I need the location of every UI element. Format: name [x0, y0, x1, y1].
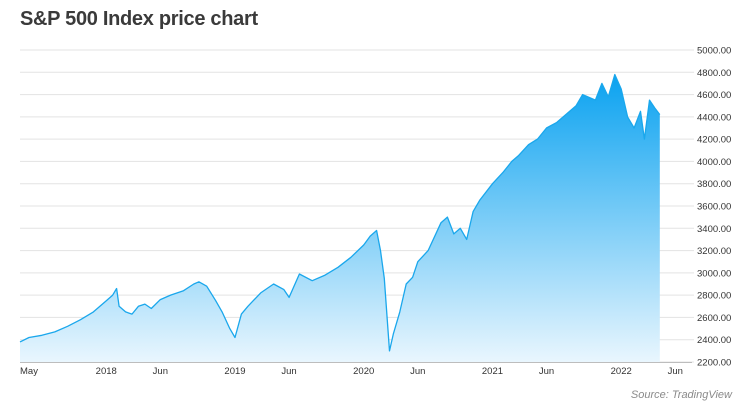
y-tick-label: 3200.00	[697, 246, 731, 257]
source-note: Source: TradingView	[630, 389, 732, 401]
x-tick-label: 2019	[224, 366, 245, 377]
y-tick-label: 2400.00	[697, 335, 731, 346]
y-tick-label: 2600.00	[697, 313, 731, 324]
y-tick-label: 2200.00	[697, 358, 731, 369]
y-tick-label: 3600.00	[697, 202, 731, 213]
y-tick-label: 4200.00	[697, 135, 731, 146]
x-tick-label: Jun	[410, 366, 425, 377]
x-axis: May 2018 Jun 2019 Jun 2020 Jun 2021 Jun 2022 Jun	[20, 362, 692, 377]
x-tick-label: Jun	[153, 366, 168, 377]
area-fill	[20, 74, 660, 362]
y-tick-label: 3400.00	[697, 224, 731, 235]
y-tick-label: 4000.00	[697, 157, 731, 168]
y-tick-label: 3800.00	[697, 179, 731, 190]
x-tick-label: 2021	[482, 366, 503, 377]
y-tick-label: 4400.00	[697, 112, 731, 123]
x-tick-label: Jun	[668, 366, 683, 377]
x-tick-label: 2020	[353, 366, 374, 377]
chart-title: S&P 500 Index price chart	[20, 8, 258, 30]
area-series	[19, 73, 661, 362]
x-tick-label: Jun	[281, 366, 296, 377]
y-tick-label: 2800.00	[697, 291, 731, 302]
x-tick-label: 2018	[96, 366, 117, 377]
y-axis: 2200.00 2400.00 2600.00 2800.00 3000.00 3200.…	[697, 46, 731, 369]
x-tick-label: Jun	[539, 366, 554, 377]
y-tick-label: 3000.00	[697, 268, 731, 279]
x-tick-label: May	[20, 366, 38, 377]
y-tick-label: 4800.00	[697, 68, 731, 79]
y-tick-label: 5000.00	[697, 46, 731, 57]
y-tick-label: 4600.00	[697, 90, 731, 101]
x-tick-label: 2022	[611, 366, 632, 377]
price-line	[19, 73, 661, 352]
